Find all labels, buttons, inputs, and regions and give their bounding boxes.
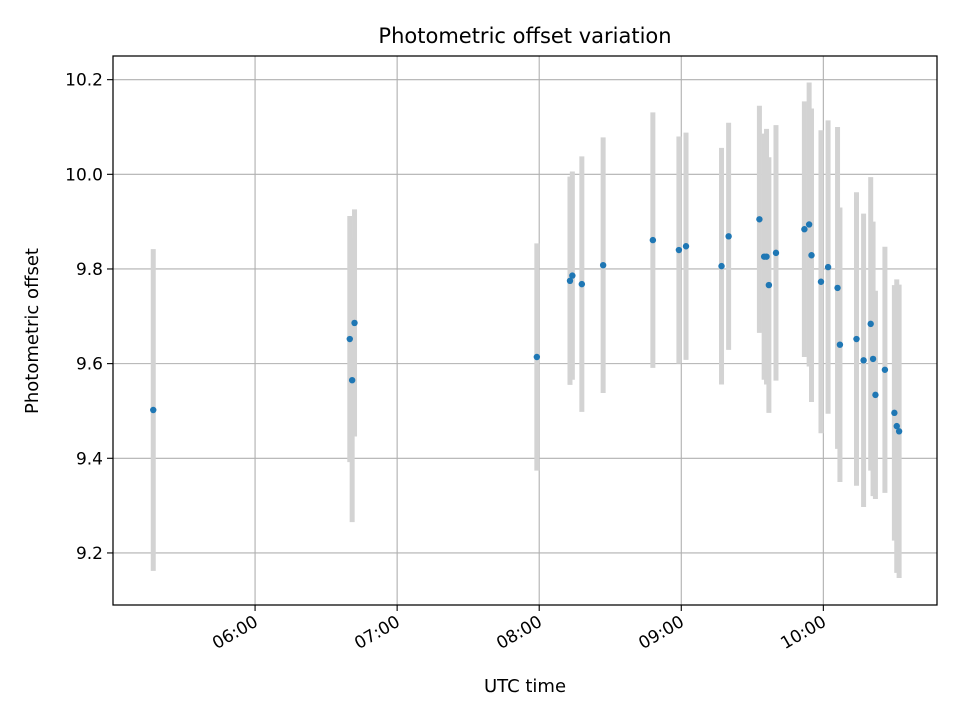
data-point <box>718 262 725 270</box>
data-point <box>150 406 157 414</box>
data-point <box>872 391 879 399</box>
y-axis-label: Photometric offset <box>22 248 43 414</box>
data-point <box>805 221 813 228</box>
data-point <box>881 366 889 373</box>
data-point <box>599 261 607 269</box>
y-axis-ticks: 9.2 9.4 9.6 9.8 10.0 10.2 <box>65 71 113 564</box>
data-point <box>853 335 860 343</box>
data-point <box>346 335 353 343</box>
plot-frame <box>112 55 938 606</box>
data-point <box>869 355 877 363</box>
x-axis-label: UTC time <box>484 676 566 697</box>
data-point <box>566 277 574 285</box>
y-tick-label: 9.4 <box>76 449 103 469</box>
data-point <box>834 284 841 292</box>
data-point <box>895 428 903 435</box>
data-point <box>860 357 867 364</box>
data-point <box>867 320 874 328</box>
data-point <box>824 263 832 271</box>
data-point <box>801 226 808 233</box>
y-tick-label: 10.2 <box>65 71 103 91</box>
y-tick-label: 9.6 <box>76 355 103 375</box>
chart-title: Photometric offset variation <box>378 24 671 48</box>
data-point <box>675 246 683 254</box>
data-point <box>351 319 358 327</box>
data-point <box>649 236 657 244</box>
data-point <box>756 216 763 223</box>
data-point <box>725 233 732 240</box>
data-point <box>682 243 690 250</box>
data-points <box>150 216 903 435</box>
data-point <box>808 252 815 259</box>
data-point <box>578 280 586 288</box>
data-point <box>891 409 898 417</box>
data-point <box>772 249 780 257</box>
y-tick-label: 10.0 <box>65 165 103 185</box>
y-tick-label: 9.8 <box>76 260 103 280</box>
data-point <box>817 278 825 285</box>
data-point <box>569 272 576 279</box>
data-point <box>893 422 900 430</box>
data-point <box>836 341 844 348</box>
data-point <box>533 353 541 361</box>
data-point <box>763 253 770 260</box>
data-point <box>765 281 773 289</box>
data-point <box>348 376 356 384</box>
y-tick-label: 9.2 <box>76 544 103 564</box>
